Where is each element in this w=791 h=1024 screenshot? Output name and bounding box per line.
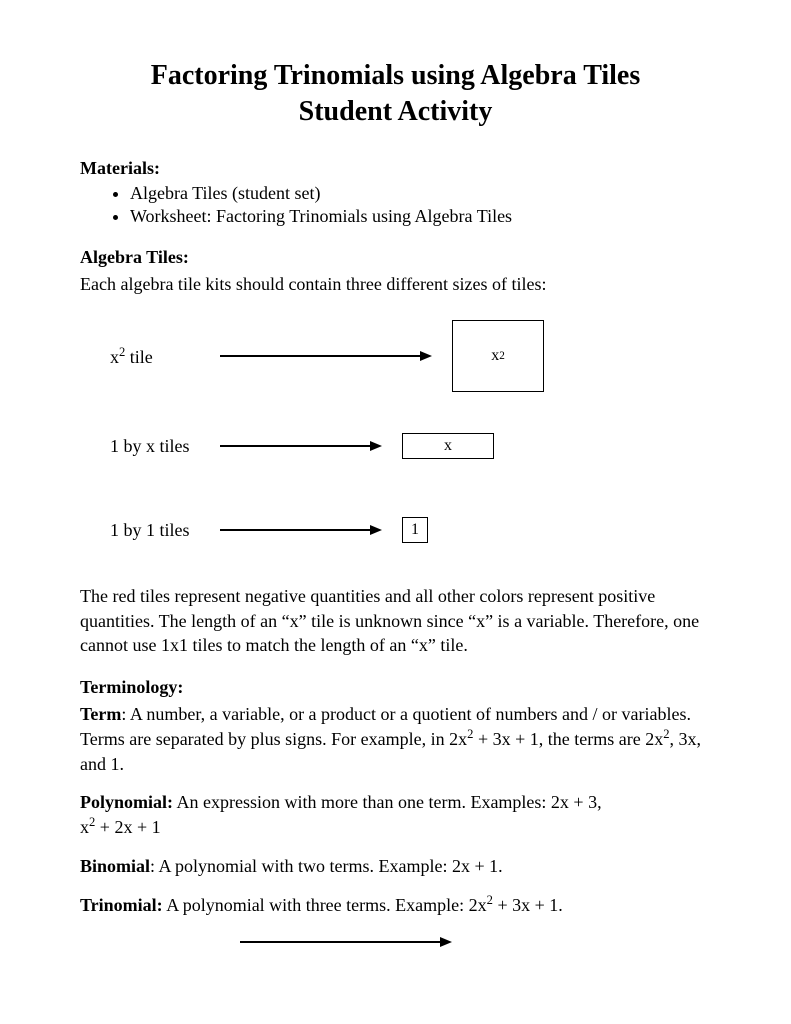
algebra-tiles-intro: Each algebra tile kits should contain th… xyxy=(80,272,711,296)
arrow-head xyxy=(440,937,452,947)
label-suffix: tile xyxy=(125,347,153,367)
materials-list: Algebra Tiles (student set) Worksheet: F… xyxy=(80,183,711,227)
polynomial-definition: Polynomial: An expression with more than… xyxy=(80,790,711,840)
term-definition: Term: A number, a variable, or a product… xyxy=(80,702,711,776)
tiles-description: The red tiles represent negative quantit… xyxy=(80,584,711,657)
terminology-heading: Terminology: xyxy=(80,677,711,698)
tile-label-x: 1 by x tiles xyxy=(110,436,220,457)
term-text: An expression with more than one term. E… xyxy=(177,792,602,812)
arrow-head xyxy=(370,525,382,535)
arrow-icon xyxy=(220,441,382,451)
tile-box-x2: x2 xyxy=(452,320,544,392)
trinomial-definition: Trinomial: A polynomial with three terms… xyxy=(80,892,711,917)
page-title-line1: Factoring Trinomials using Algebra Tiles xyxy=(80,60,711,92)
page-title-line2: Student Activity xyxy=(80,96,711,128)
tile-label-1: 1 by 1 tiles xyxy=(110,520,220,541)
arrow-line xyxy=(220,355,420,357)
term-text: A polynomial with three terms. Example: … xyxy=(166,895,486,915)
poly-line2-post: + 2x + 1 xyxy=(95,817,160,837)
list-item: Worksheet: Factoring Trinomials using Al… xyxy=(130,206,711,227)
materials-heading: Materials: xyxy=(80,158,711,179)
tile-row-x2: x2 tile x2 xyxy=(110,320,711,392)
arrow-line xyxy=(220,445,370,447)
binomial-definition: Binomial: A polynomial with two terms. E… xyxy=(80,854,711,878)
arrow-head xyxy=(420,351,432,361)
arrow-line xyxy=(240,941,440,943)
tile-row-x: 1 by x tiles x xyxy=(110,416,711,476)
term-name: Trinomial: xyxy=(80,895,163,915)
arrow-icon xyxy=(220,351,432,361)
box-text: 1 xyxy=(411,521,419,539)
poly-line2-pre: x xyxy=(80,817,89,837)
label-text: x xyxy=(110,347,119,367)
box-sup: 2 xyxy=(499,350,505,362)
box-text: x xyxy=(491,347,499,365)
label-text: 1 by 1 tiles xyxy=(110,520,190,540)
arrow-line xyxy=(220,529,370,531)
label-text: 1 by x tiles xyxy=(110,436,190,456)
term-name: Binomial xyxy=(80,856,150,876)
tile-box-1: 1 xyxy=(402,517,428,543)
arrow-icon xyxy=(220,525,382,535)
term-name: Polynomial: xyxy=(80,792,173,812)
term-name: Term xyxy=(80,704,121,724)
tile-label-x2: x2 tile xyxy=(110,345,220,368)
box-text: x xyxy=(444,437,452,455)
term-text: A polynomial with two terms. Example: 2x… xyxy=(159,856,503,876)
term-text: + 3x + 1, the terms are 2x xyxy=(473,729,663,749)
bottom-arrow-icon xyxy=(240,937,711,947)
list-item: Algebra Tiles (student set) xyxy=(130,183,711,204)
tile-row-1: 1 by 1 tiles 1 xyxy=(110,500,711,560)
arrow-head xyxy=(370,441,382,451)
term-text: + 3x + 1. xyxy=(493,895,563,915)
term-sep: : xyxy=(121,704,130,724)
term-sep: : xyxy=(150,856,159,876)
algebra-tiles-heading: Algebra Tiles: xyxy=(80,247,711,268)
tile-box-x: x xyxy=(402,433,494,459)
